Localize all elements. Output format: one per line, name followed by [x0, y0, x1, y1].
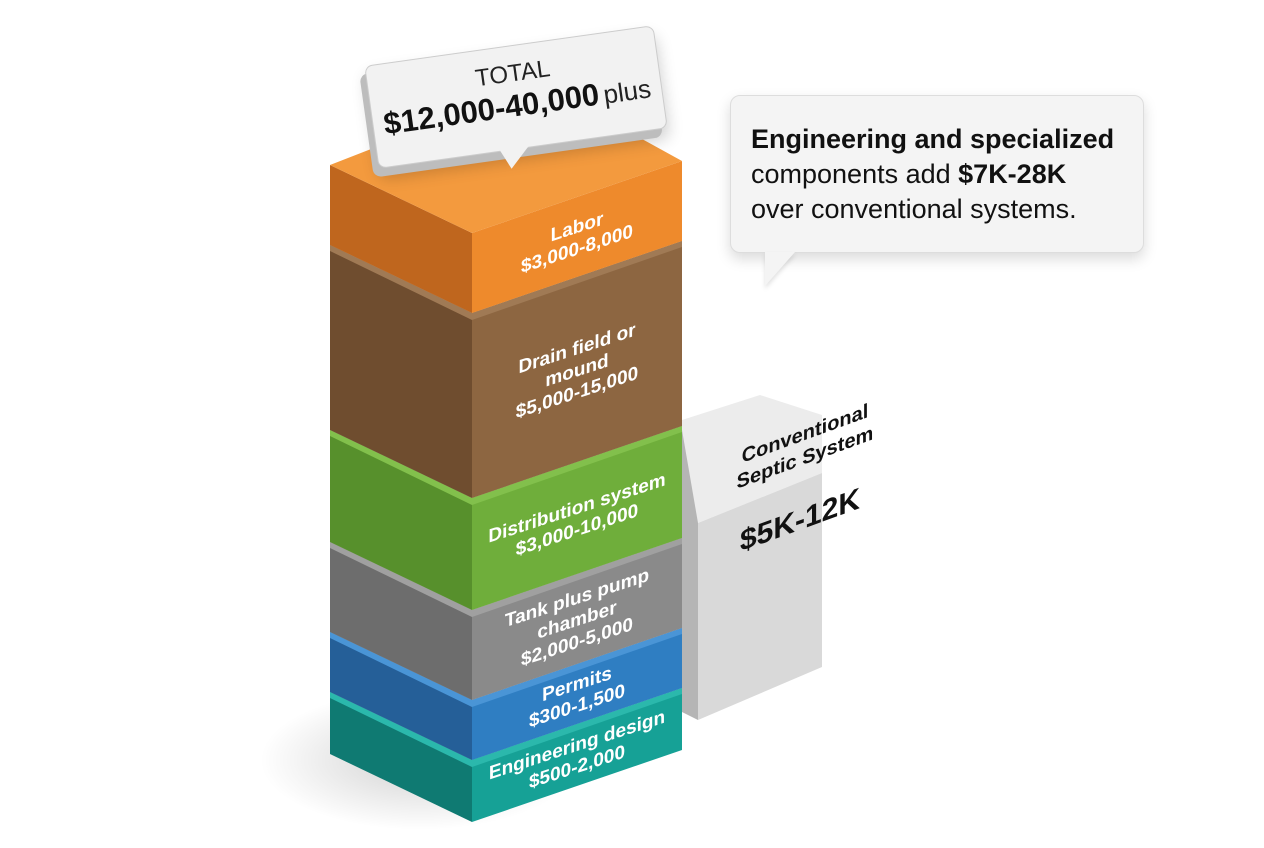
callout-line2-text: components add	[751, 159, 951, 189]
callout-line2-amount: $7K-28K	[958, 159, 1067, 189]
layer-front-face	[472, 538, 682, 700]
comparison-callout-tail	[765, 252, 795, 286]
layer-side-face	[330, 692, 472, 822]
layer-top-bevel	[330, 241, 682, 320]
layer-top-bevel	[330, 688, 682, 767]
layer-front-face	[472, 241, 682, 498]
layer-side-face	[330, 430, 472, 610]
layer-front-face	[472, 688, 682, 822]
total-callout-tail	[498, 143, 534, 171]
layer-front-face	[472, 161, 682, 313]
callout-line3: over conventional systems.	[751, 194, 1077, 224]
layer-front-face	[472, 628, 682, 760]
layer-side-face	[330, 165, 472, 313]
layer-top-bevel	[330, 628, 682, 707]
layer-top-bevel	[330, 426, 682, 505]
layer-permits: Permits$300-1,500	[330, 628, 682, 760]
layer-side-face	[330, 245, 472, 498]
conventional-front-face	[698, 473, 822, 720]
layer-distribution-system: Distribution system$3,000-10,000	[330, 426, 682, 610]
layer-front-face	[472, 426, 682, 610]
callout-line1: Engineering and specialized	[751, 124, 1115, 154]
layer-side-face	[330, 632, 472, 760]
layer-top-bevel	[330, 538, 682, 617]
conventional-top-face	[682, 395, 822, 523]
comparison-callout: Engineering and specialized components a…	[730, 95, 1144, 253]
advanced-system-stack: Engineering design$500-2,000Permits$300-…	[330, 83, 682, 822]
total-suffix: plus	[601, 73, 653, 110]
conventional-left-face	[682, 430, 698, 720]
layer-side-face	[330, 542, 472, 700]
